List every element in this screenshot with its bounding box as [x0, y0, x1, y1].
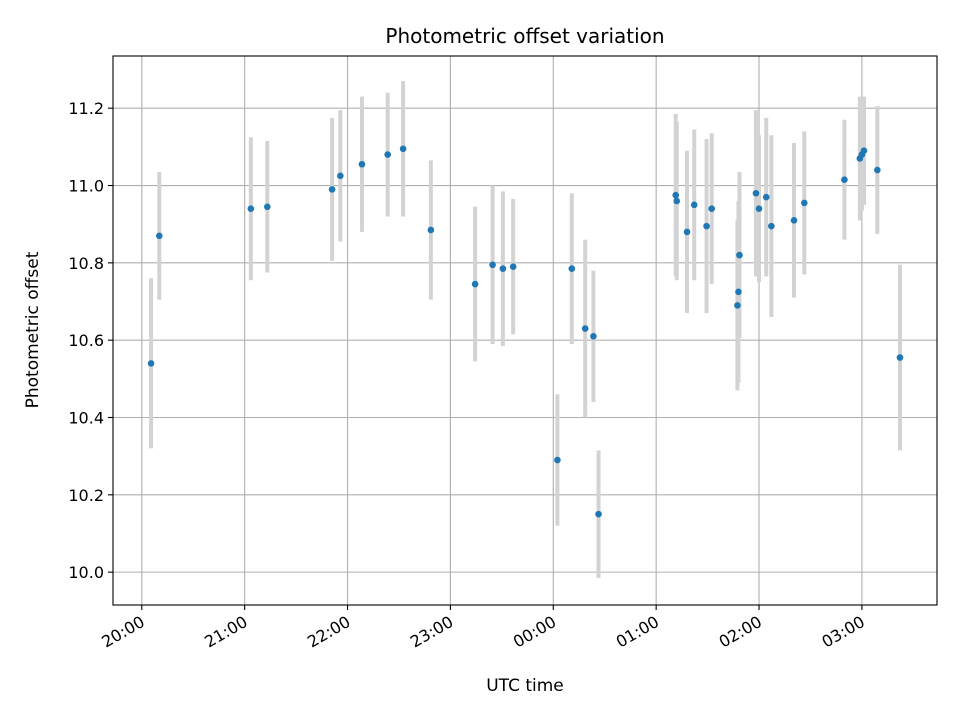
- data-point: [264, 203, 271, 211]
- data-point: [358, 160, 366, 168]
- data-point: [860, 147, 868, 155]
- data-point: [762, 193, 770, 201]
- data-point: [755, 205, 763, 213]
- data-point: [874, 166, 881, 174]
- data-point: [247, 205, 255, 213]
- data-point: [509, 263, 517, 271]
- data-point: [734, 302, 741, 309]
- data-point: [471, 280, 479, 288]
- data-point: [736, 251, 743, 259]
- data-point: [581, 325, 589, 332]
- data-point: [554, 456, 561, 464]
- data-point: [384, 151, 391, 158]
- data-point: [800, 199, 808, 207]
- data-point: [337, 172, 344, 180]
- point-layer: [147, 145, 904, 518]
- y-tick-label: 11.2: [68, 99, 104, 118]
- data-point: [568, 265, 576, 272]
- y-tick-label: 10.2: [68, 486, 104, 505]
- data-point: [673, 197, 681, 205]
- data-point: [752, 189, 760, 197]
- y-tick-label: 10.4: [68, 408, 104, 427]
- data-point: [590, 332, 597, 340]
- data-point: [595, 510, 602, 518]
- y-tick-label: 11.0: [68, 177, 104, 196]
- data-point: [672, 191, 680, 199]
- data-point: [155, 232, 163, 240]
- data-point: [790, 217, 798, 224]
- data-point: [683, 228, 691, 236]
- data-point: [841, 176, 848, 184]
- data-point: [703, 222, 710, 230]
- data-point: [690, 201, 698, 209]
- data-point: [328, 186, 336, 193]
- y-tick-label: 10.6: [68, 331, 104, 350]
- data-point: [147, 360, 155, 367]
- data-point: [735, 288, 742, 296]
- data-point: [896, 354, 904, 361]
- data-point: [399, 145, 407, 153]
- data-point: [708, 205, 716, 213]
- y-tick-label: 10.0: [68, 563, 104, 582]
- data-point: [427, 226, 435, 234]
- y-axis-ticks: 10.0 10.2 10.4 10.6 10.8 11.0 11.2: [68, 99, 113, 582]
- data-point: [499, 265, 507, 272]
- data-point: [768, 222, 775, 230]
- chart-title: Photometric offset variation: [385, 24, 664, 48]
- data-point: [489, 261, 496, 269]
- y-axis-title: Photometric offset: [23, 251, 43, 408]
- y-tick-label: 10.8: [68, 254, 104, 273]
- plot-area-frame: [112, 55, 938, 606]
- x-axis-title: UTC time: [486, 676, 564, 696]
